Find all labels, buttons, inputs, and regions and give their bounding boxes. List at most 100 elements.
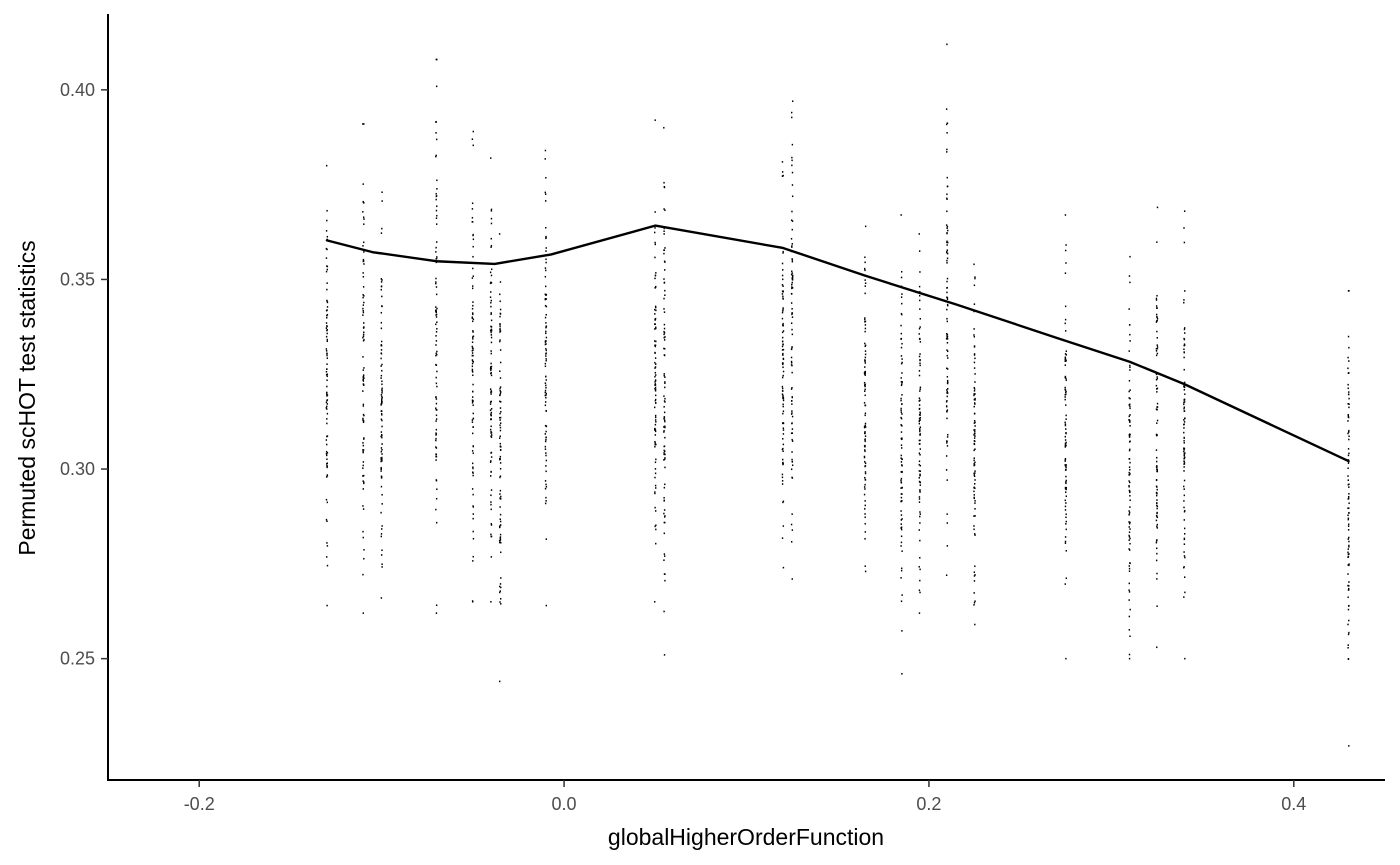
data-point (900, 270, 903, 273)
data-point (1064, 423, 1067, 426)
data-point (946, 379, 949, 382)
data-point (946, 198, 948, 201)
data-point (947, 392, 949, 394)
data-point (919, 428, 921, 430)
data-point (782, 370, 785, 373)
data-point (545, 355, 547, 357)
data-point (864, 404, 867, 407)
data-point (1065, 491, 1067, 493)
data-point (1183, 368, 1185, 371)
data-point (544, 365, 547, 368)
data-point (489, 282, 492, 285)
data-point (326, 375, 328, 378)
data-point (864, 350, 867, 352)
data-point (326, 435, 328, 438)
data-point (499, 323, 501, 325)
data-point (654, 344, 656, 347)
data-point (973, 457, 975, 459)
data-point (790, 432, 793, 435)
data-point (499, 424, 501, 427)
data-point (326, 403, 329, 405)
data-point (490, 535, 493, 538)
data-point (545, 384, 547, 387)
data-point (791, 245, 793, 247)
data-point (901, 403, 903, 405)
data-point (436, 350, 438, 353)
data-point (490, 222, 493, 225)
data-point (1347, 507, 1349, 509)
data-point (490, 281, 493, 284)
data-point (900, 545, 902, 547)
data-point (499, 455, 502, 458)
data-point (381, 458, 383, 460)
data-point (499, 493, 501, 495)
data-point (974, 487, 976, 490)
data-point (973, 442, 975, 445)
data-point (545, 250, 547, 252)
y-tick-label: 0.35 (60, 269, 95, 289)
data-point (1156, 346, 1159, 348)
data-point (471, 600, 474, 602)
data-point (362, 467, 364, 470)
data-point (946, 43, 948, 46)
data-point (381, 456, 383, 459)
data-point (1064, 469, 1067, 471)
data-point (863, 456, 866, 459)
data-point (781, 480, 784, 482)
data-point (1129, 537, 1131, 540)
data-point (1183, 381, 1186, 384)
data-point (782, 278, 784, 281)
data-point (663, 430, 665, 432)
data-point (946, 148, 948, 151)
data-point (1156, 456, 1158, 459)
data-point (1183, 351, 1185, 354)
data-point (499, 422, 502, 424)
data-point (326, 463, 328, 465)
data-point (1347, 555, 1350, 558)
data-point (436, 385, 438, 388)
data-point (946, 176, 948, 179)
data-point (544, 382, 547, 384)
data-point (654, 414, 657, 417)
data-point (973, 263, 975, 266)
data-point (545, 322, 547, 324)
data-point (363, 251, 365, 253)
data-point (363, 202, 365, 204)
data-point (1129, 499, 1131, 502)
data-point (326, 542, 328, 544)
data-point (791, 293, 793, 295)
data-point (663, 282, 666, 284)
data-point (919, 362, 921, 365)
data-point (1064, 396, 1066, 398)
data-point (782, 427, 785, 430)
data-point (435, 428, 438, 431)
data-point (946, 392, 948, 394)
data-point (471, 354, 473, 357)
data-point (790, 237, 793, 240)
data-point (1347, 525, 1350, 527)
data-point (1156, 515, 1158, 517)
data-point (435, 198, 437, 201)
data-point (1064, 460, 1066, 462)
data-point (863, 390, 866, 392)
data-point (864, 424, 866, 427)
data-point (436, 256, 438, 258)
data-point (901, 313, 903, 316)
data-point (1156, 504, 1158, 507)
data-point (900, 481, 902, 483)
data-point (499, 339, 501, 341)
data-point (791, 371, 793, 374)
data-point (544, 440, 547, 443)
data-point (946, 193, 948, 196)
data-point (472, 318, 475, 321)
data-point (545, 293, 548, 296)
data-point (472, 426, 474, 428)
data-point (499, 583, 502, 585)
data-point (363, 338, 365, 341)
data-point (326, 235, 329, 238)
data-point (435, 257, 438, 260)
data-point (663, 339, 666, 341)
data-point (782, 285, 784, 288)
data-point (472, 505, 474, 507)
data-point (900, 471, 902, 473)
